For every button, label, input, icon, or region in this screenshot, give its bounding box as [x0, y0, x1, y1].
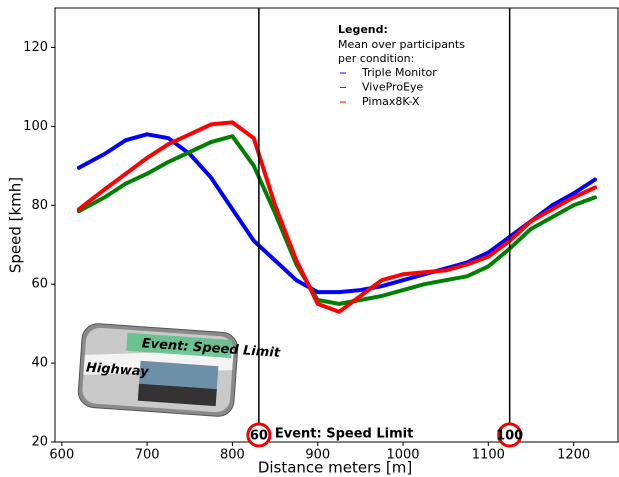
- legend-label: ViveProEye: [362, 81, 424, 94]
- inset-road-label: Highway: [85, 360, 149, 379]
- inset-band: [126, 332, 233, 359]
- x-tick-label: 700: [135, 448, 160, 463]
- y-tick-label: 40: [31, 356, 48, 371]
- x-tick-label: 1200: [557, 448, 590, 463]
- series-line: [76, 120, 597, 314]
- legend-subtitle: per condition:: [338, 52, 414, 65]
- legend-label: Triple Monitor: [361, 66, 437, 79]
- inset: Event: Speed Limit Highway: [77, 323, 281, 417]
- series-line: [76, 132, 597, 295]
- x-tick-label: 600: [49, 448, 74, 463]
- y-tick-label: 120: [23, 40, 48, 55]
- speed-sign-text: 100: [496, 429, 523, 444]
- plot-frame: [54, 7, 619, 443]
- x-axis-title: Distance meters [m]: [258, 459, 412, 477]
- y-tick-label: 20: [31, 435, 48, 450]
- y-tick-label: 100: [23, 119, 48, 134]
- y-tick-label: 60: [31, 277, 48, 292]
- speed-sign-text: 60: [250, 429, 268, 444]
- speed-sign: [497, 422, 523, 448]
- legend-subtitle: Mean over participants: [338, 38, 465, 51]
- legend-label: Pimax8K-X: [362, 95, 420, 108]
- x-tick-label: 800: [220, 448, 245, 463]
- x-tick-label: 900: [305, 448, 330, 463]
- series-line: [76, 134, 597, 306]
- x-tick-label: 1000: [386, 448, 419, 463]
- x-tick-label: 1100: [472, 448, 505, 463]
- y-tick-label: 80: [31, 198, 48, 213]
- inset-dash: [137, 383, 217, 407]
- y-axis-title: Speed [kmh]: [7, 177, 25, 273]
- legend-title: Legend:: [338, 23, 388, 36]
- event-label: Event: Speed Limit: [275, 427, 413, 442]
- speed-sign: [246, 422, 272, 448]
